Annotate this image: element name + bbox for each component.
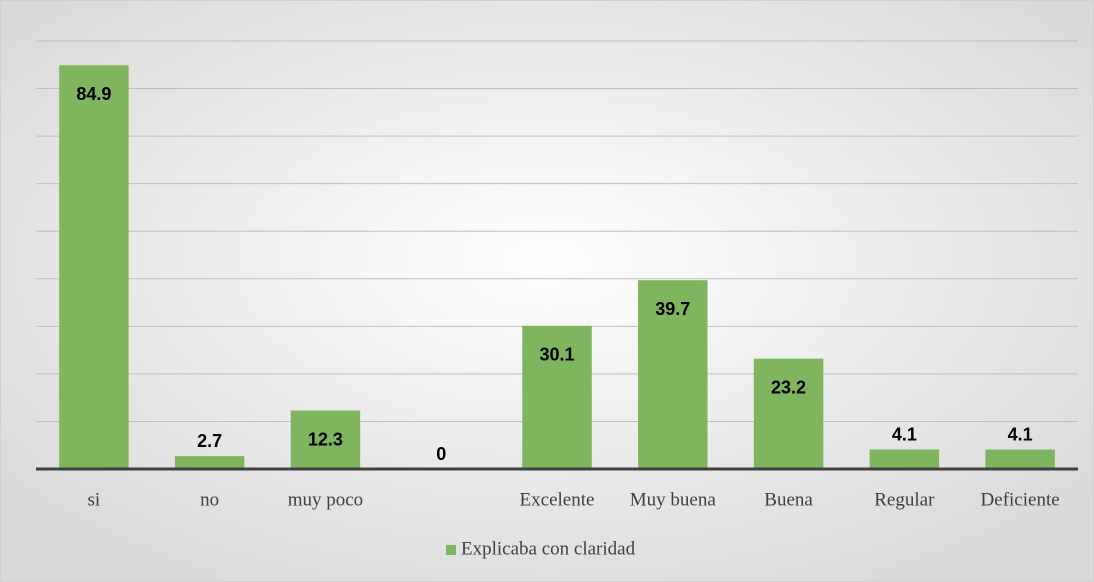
x-tick-label: Deficiente [981,489,1060,510]
bar [59,65,129,470]
x-tick-label: Excelente [520,489,595,510]
data-label: 30.1 [539,345,574,365]
legend-swatch [446,545,456,555]
data-label: 12.3 [308,429,343,449]
data-label: 4.1 [892,424,917,444]
legend-label: Explicaba con claridad [461,538,636,559]
data-label: 4.1 [1008,424,1033,444]
bar [869,449,940,469]
data-label: 2.7 [197,431,222,451]
bar [753,358,824,469]
bar [174,456,245,469]
x-tick-label: si [88,489,101,510]
data-label: 23.2 [771,377,806,397]
x-tick-label: Muy buena [630,489,717,510]
data-label: 84.9 [76,84,111,104]
data-label: 0 [436,444,446,464]
x-tick-label: no [200,489,219,510]
data-label: 39.7 [655,299,690,319]
x-tick-label: muy poco [288,489,363,510]
bar [290,410,361,469]
bar [522,325,592,469]
x-tick-label: Regular [874,489,935,510]
x-tick-label: Buena [764,489,813,510]
bar [985,449,1055,469]
bar [638,280,708,469]
